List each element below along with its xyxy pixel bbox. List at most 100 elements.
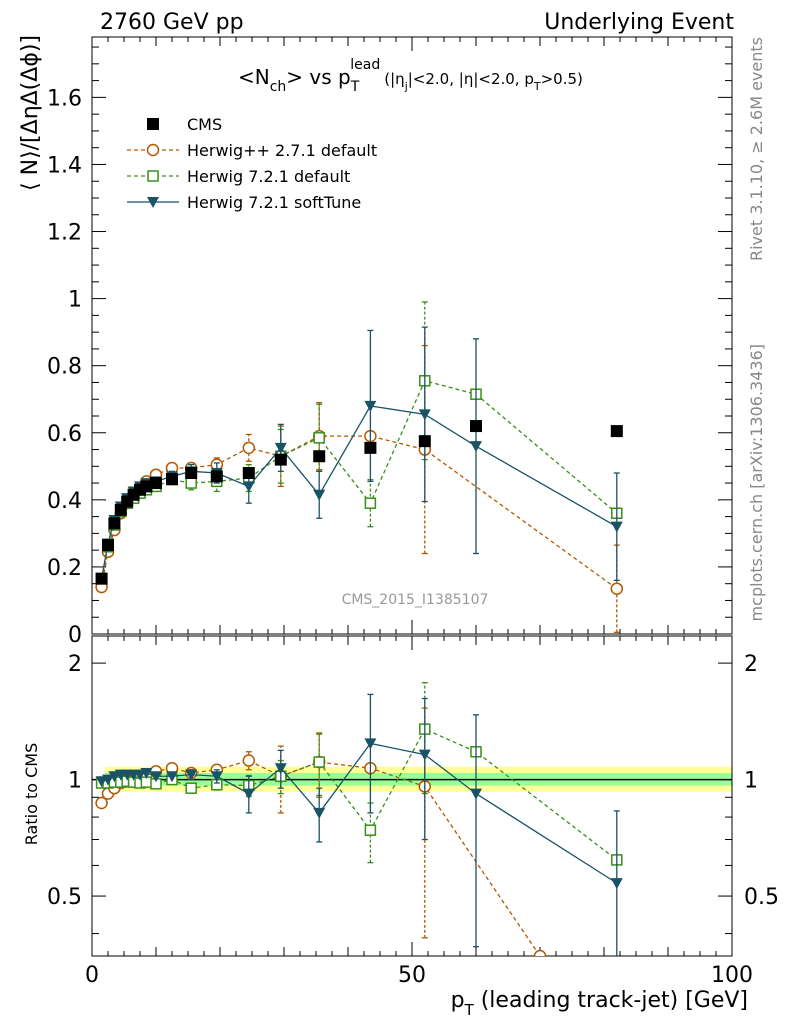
main-series-3: [95, 326, 623, 585]
ratio-point: [150, 771, 162, 783]
main-point: [185, 467, 198, 480]
main-point: [364, 400, 377, 412]
legend-marker: [146, 143, 160, 157]
main-point: [610, 425, 623, 438]
y-tick-label: 1: [68, 288, 82, 313]
plot-title-cut1: (|η: [384, 70, 404, 88]
plot-title-cut3: >0.5): [541, 70, 583, 88]
header-right-label: Underlying Event: [544, 10, 734, 35]
x-tick-label: 100: [711, 963, 753, 988]
main-series-0: [95, 420, 623, 585]
ratio-series-line: [101, 742, 618, 884]
legend-marker: [147, 170, 159, 182]
main-point: [185, 477, 197, 489]
main-ylabel: ⟨ N⟩/[ΔηΔ(Δϕ)]: [18, 35, 43, 191]
plot-title-sub2: T: [350, 79, 360, 95]
main-point: [210, 470, 223, 483]
main-point: [102, 539, 114, 552]
main-point: [418, 435, 431, 448]
main-point: [364, 497, 377, 509]
ratio-point: [533, 949, 547, 956]
ratio-point: [313, 756, 325, 768]
main-point: [610, 521, 623, 533]
x-tick-label: 0: [85, 963, 99, 988]
main-point: [313, 432, 325, 444]
header-left-label: 2760 GeV pp: [100, 10, 244, 35]
main-point: [470, 441, 482, 453]
ratio-point: [418, 749, 431, 761]
ratio-point: [102, 774, 114, 786]
main-series-line: [100, 435, 618, 590]
x-axis-label-sub: T: [464, 1001, 475, 1019]
ratio-point: [610, 878, 623, 890]
plot-title-pre: <N: [238, 65, 270, 89]
main-series-line: [100, 405, 618, 579]
main-series-1: [95, 344, 624, 633]
ratio-point: [364, 824, 377, 836]
plot-title-sub4: T: [533, 80, 541, 93]
legend-item: Herwig 7.2.1 softTune: [127, 193, 361, 212]
main-point: [610, 582, 624, 595]
legend-label: Herwig 7.2.1 softTune: [187, 193, 361, 212]
main-point: [242, 467, 255, 480]
y-tick-label: 0: [68, 623, 82, 648]
x-axis-label: pT (leading track-jet) [GeV]: [451, 988, 748, 1019]
ratio-series-2: [95, 693, 623, 956]
plot-title-sup: lead: [350, 57, 380, 73]
ratio-series-line: [101, 728, 618, 861]
y-tick-label: 1.4: [47, 153, 82, 178]
ratio-y-tick-label-right: 2: [744, 652, 758, 677]
main-point: [470, 420, 482, 433]
ratio-ylabel: Ratio to CMS: [22, 743, 41, 845]
main-point: [242, 481, 255, 493]
y-tick-label: 1.6: [47, 86, 82, 111]
plot-title-cut2: |<2.0, |η|<2.0, p: [408, 70, 534, 88]
ratio-point: [364, 738, 377, 750]
legend-label: Herwig 7.2.1 default: [187, 167, 350, 186]
y-tick-label: 0.2: [47, 556, 82, 581]
ratio-y-tick-label-right: 0.5: [744, 885, 779, 910]
plot-title-sub3: j: [404, 80, 408, 93]
legend-item: Herwig 7.2.1 default: [127, 167, 350, 186]
ratio-y-tick-label: 1: [68, 769, 82, 794]
ratio-y-tick-label-right: 1: [744, 769, 758, 794]
y-tick-label: 0.6: [47, 422, 82, 447]
ratio-point: [95, 796, 108, 810]
main-point: [313, 450, 326, 463]
main-point: [364, 441, 377, 454]
main-point: [418, 409, 431, 421]
ratio-point: [313, 807, 326, 819]
main-point: [108, 517, 121, 530]
legend-item: CMS: [147, 115, 222, 134]
ratio-point: [242, 788, 255, 800]
main-point: [166, 473, 178, 486]
ratio-point: [185, 769, 198, 781]
ratio-point: [210, 771, 223, 783]
ratio-y-tick-label: 0.5: [47, 885, 82, 910]
legend-marker: [147, 197, 159, 208]
legend-label: CMS: [187, 115, 222, 134]
analysis-watermark: CMS_2015_I1385107: [342, 592, 489, 608]
ratio-point: [242, 754, 256, 767]
ratio-series-line: [101, 759, 541, 956]
ratio-plot-panel: 0 50 100 0.5 0.5 1 1 2 2: [47, 635, 779, 988]
main-point: [313, 489, 326, 501]
main-point: [274, 442, 287, 454]
y-tick-label: 0.4: [47, 489, 82, 514]
legend: CMS Herwig++ 2.7.1 default Herwig 7.2.1 de…: [127, 115, 377, 212]
main-point: [242, 441, 256, 455]
plot-title: <Nch> vs pTlead(|ηj|<2.0, |η|<2.0, pT>0.…: [238, 57, 583, 95]
ratio-y-tick-label: 2: [68, 652, 82, 677]
main-series-2: [95, 301, 623, 585]
ratio-point: [185, 782, 197, 794]
ratio-frame: [91, 635, 733, 957]
legend-label: Herwig++ 2.7.1 default: [187, 141, 377, 160]
main-series-line: [100, 380, 618, 579]
x-axis-label-pre: p: [451, 988, 465, 1013]
main-point: [274, 453, 287, 466]
y-tick-label: 1.2: [47, 221, 82, 246]
side-label-top: Rivet 3.1.10, ≥ 2.6M events: [747, 37, 766, 261]
plot-title-sub1: ch: [270, 79, 287, 95]
